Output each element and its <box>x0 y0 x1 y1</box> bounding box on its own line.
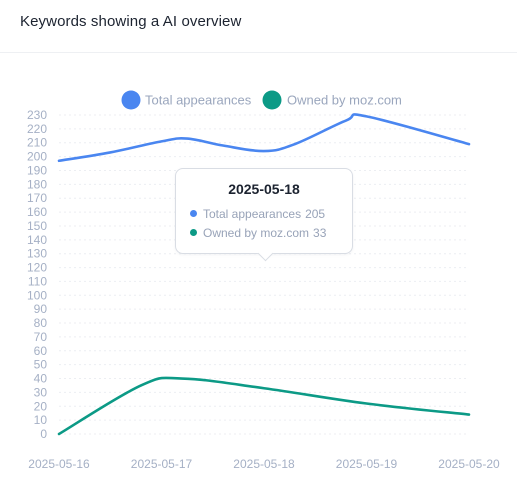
y-tick-label: 0 <box>40 427 47 441</box>
x-tick-label: 2025-05-17 <box>131 457 193 471</box>
tooltip-date: 2025-05-18 <box>228 181 300 197</box>
y-tick-label: 80 <box>34 316 48 330</box>
tooltip-row-total: Total appearances 205 <box>190 207 325 221</box>
y-tick-label: 230 <box>27 108 47 122</box>
y-tick-label: 100 <box>27 288 47 302</box>
tooltip-label-total: Total appearances <box>203 207 302 221</box>
card-title: Keywords showing a AI overview <box>20 13 242 30</box>
x-tick-label: 2025-05-16 <box>28 457 90 471</box>
tooltip-row-owned: Owned by moz.com 33 <box>190 226 326 240</box>
tooltip-dot-owned <box>190 229 197 236</box>
legend-label[interactable]: Owned by moz.com <box>287 93 402 108</box>
y-tick-label: 40 <box>34 372 48 386</box>
y-axis: 0102030405060708090100110120130140150160… <box>27 108 47 441</box>
x-tick-label: 2025-05-19 <box>336 457 398 471</box>
legend-marker[interactable] <box>121 90 141 110</box>
chart-tooltip: 2025-05-18 Total appearances 205 Owned by… <box>175 168 353 262</box>
y-tick-label: 20 <box>34 399 48 413</box>
y-tick-label: 200 <box>27 150 47 164</box>
y-tick-label: 130 <box>27 247 47 261</box>
y-tick-label: 10 <box>34 413 48 427</box>
y-tick-label: 120 <box>27 261 47 275</box>
legend-label[interactable]: Total appearances <box>145 93 252 108</box>
series-line-owned-by-moz[interactable] <box>57 376 471 436</box>
y-tick-label: 140 <box>27 233 47 247</box>
legend-marker[interactable] <box>262 90 282 110</box>
series-line-total-appearances[interactable] <box>57 113 471 163</box>
y-tick-label: 170 <box>27 191 47 205</box>
y-tick-label: 50 <box>34 358 48 372</box>
grid-lines <box>59 114 469 435</box>
y-tick-label: 90 <box>34 302 48 316</box>
x-tick-label: 2025-05-18 <box>233 457 295 471</box>
y-tick-label: 110 <box>28 274 47 288</box>
legend: Total appearances Owned by moz.com <box>121 90 402 110</box>
y-tick-label: 30 <box>34 385 48 399</box>
tooltip-dot-total <box>190 210 197 217</box>
y-tick-label: 220 <box>27 122 47 136</box>
y-tick-label: 210 <box>27 136 47 150</box>
card-header: Keywords showing a AI overview <box>0 0 517 53</box>
tooltip-label-owned: Owned by moz.com <box>203 226 310 240</box>
tooltip-value-total: 205 <box>305 207 326 221</box>
tooltip-value-owned: 33 <box>313 226 327 240</box>
y-tick-label: 190 <box>27 163 47 177</box>
x-tick-label: 2025-05-20 <box>438 457 500 471</box>
y-tick-label: 60 <box>34 344 48 358</box>
y-tick-label: 70 <box>34 330 48 344</box>
x-axis: 2025-05-16 2025-05-17 2025-05-18 2025-05-19… <box>28 457 500 471</box>
y-tick-label: 180 <box>27 177 47 191</box>
y-tick-label: 150 <box>27 219 47 233</box>
y-tick-label: 160 <box>27 205 47 219</box>
